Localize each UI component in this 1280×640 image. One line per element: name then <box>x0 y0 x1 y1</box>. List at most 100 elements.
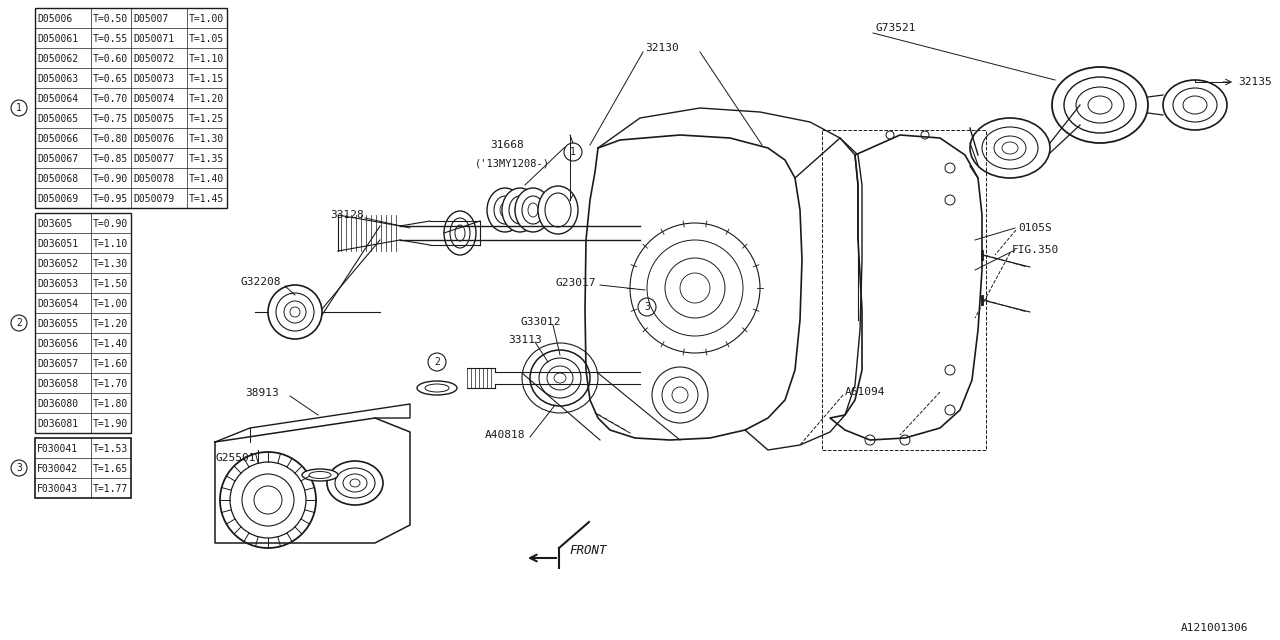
Ellipse shape <box>494 196 516 224</box>
Text: G33012: G33012 <box>520 317 561 327</box>
Text: D036057: D036057 <box>37 359 78 369</box>
Text: F030042: F030042 <box>37 464 78 474</box>
Ellipse shape <box>982 127 1038 169</box>
Text: T=1.10: T=1.10 <box>189 54 224 64</box>
Text: T=1.45: T=1.45 <box>189 194 224 204</box>
Circle shape <box>652 367 708 423</box>
Circle shape <box>268 285 323 339</box>
Text: T=1.35: T=1.35 <box>189 154 224 164</box>
Text: D050065: D050065 <box>37 114 78 124</box>
Text: T=1.25: T=1.25 <box>189 114 224 124</box>
Text: D050067: D050067 <box>37 154 78 164</box>
Text: T=0.50: T=0.50 <box>93 14 128 24</box>
Text: T=1.40: T=1.40 <box>93 339 128 349</box>
Text: T=0.80: T=0.80 <box>93 134 128 144</box>
Text: T=1.53: T=1.53 <box>93 444 128 454</box>
Text: D036080: D036080 <box>37 399 78 409</box>
Text: D050078: D050078 <box>133 174 174 184</box>
Text: D050075: D050075 <box>133 114 174 124</box>
Circle shape <box>284 301 306 323</box>
Bar <box>35 438 131 498</box>
Ellipse shape <box>538 186 579 234</box>
Text: D05006: D05006 <box>37 14 72 24</box>
Text: T=0.90: T=0.90 <box>93 219 128 229</box>
Text: G32208: G32208 <box>241 277 280 287</box>
Text: 32130: 32130 <box>645 43 678 53</box>
Text: T=1.60: T=1.60 <box>93 359 128 369</box>
Text: T=1.50: T=1.50 <box>93 279 128 289</box>
Text: T=0.65: T=0.65 <box>93 74 128 84</box>
Text: T=1.30: T=1.30 <box>93 259 128 269</box>
Ellipse shape <box>486 188 524 232</box>
Ellipse shape <box>530 350 590 406</box>
Ellipse shape <box>417 381 457 395</box>
Text: G23017: G23017 <box>556 278 595 288</box>
Text: D050062: D050062 <box>37 54 78 64</box>
Text: G73521: G73521 <box>876 23 915 33</box>
Ellipse shape <box>970 118 1050 178</box>
Text: T=0.70: T=0.70 <box>93 94 128 104</box>
Ellipse shape <box>515 188 550 232</box>
Text: 3: 3 <box>644 302 650 312</box>
Text: T=1.20: T=1.20 <box>93 319 128 329</box>
Text: T=1.30: T=1.30 <box>189 134 224 144</box>
Text: D050068: D050068 <box>37 174 78 184</box>
Text: D036053: D036053 <box>37 279 78 289</box>
Text: T=1.00: T=1.00 <box>93 299 128 309</box>
Text: T=1.80: T=1.80 <box>93 399 128 409</box>
Text: FRONT: FRONT <box>570 543 607 557</box>
Text: D050061: D050061 <box>37 34 78 44</box>
Text: D050066: D050066 <box>37 134 78 144</box>
Ellipse shape <box>302 469 338 481</box>
Text: T=1.40: T=1.40 <box>189 174 224 184</box>
Ellipse shape <box>1076 87 1124 123</box>
Text: T=1.00: T=1.00 <box>189 14 224 24</box>
Circle shape <box>220 452 316 548</box>
Text: D050077: D050077 <box>133 154 174 164</box>
Text: 2: 2 <box>434 357 440 367</box>
Text: ('13MY1208-): ('13MY1208-) <box>475 158 550 168</box>
Text: T=0.85: T=0.85 <box>93 154 128 164</box>
Text: A121001306: A121001306 <box>1181 623 1249 633</box>
Circle shape <box>242 474 294 526</box>
Text: A61094: A61094 <box>845 387 886 397</box>
Text: T=1.65: T=1.65 <box>93 464 128 474</box>
Text: D050069: D050069 <box>37 194 78 204</box>
Text: D050072: D050072 <box>133 54 174 64</box>
Circle shape <box>276 293 314 331</box>
Ellipse shape <box>539 358 581 398</box>
Text: D03605: D03605 <box>37 219 72 229</box>
Text: D036051: D036051 <box>37 239 78 249</box>
Text: D036058: D036058 <box>37 379 78 389</box>
Text: D050064: D050064 <box>37 94 78 104</box>
Circle shape <box>662 377 698 413</box>
Text: T=1.05: T=1.05 <box>189 34 224 44</box>
Text: F030043: F030043 <box>37 484 78 494</box>
Ellipse shape <box>509 196 531 224</box>
Text: T=1.77: T=1.77 <box>93 484 128 494</box>
Circle shape <box>253 486 282 514</box>
Ellipse shape <box>326 461 383 505</box>
Text: 1: 1 <box>17 103 22 113</box>
Text: T=0.95: T=0.95 <box>93 194 128 204</box>
Text: 38913: 38913 <box>244 388 279 398</box>
Ellipse shape <box>343 474 367 492</box>
Text: D036081: D036081 <box>37 419 78 429</box>
Text: D050071: D050071 <box>133 34 174 44</box>
Text: D05007: D05007 <box>133 14 168 24</box>
Text: G25501: G25501 <box>215 453 256 463</box>
Text: D050079: D050079 <box>133 194 174 204</box>
Text: D036054: D036054 <box>37 299 78 309</box>
Text: T=0.55: T=0.55 <box>93 34 128 44</box>
Ellipse shape <box>1172 88 1217 122</box>
Circle shape <box>666 258 724 318</box>
Text: 32135: 32135 <box>1238 77 1272 87</box>
Text: T=1.15: T=1.15 <box>189 74 224 84</box>
Text: T=1.20: T=1.20 <box>189 94 224 104</box>
Ellipse shape <box>1052 67 1148 143</box>
Text: 3: 3 <box>17 463 22 473</box>
Text: 2: 2 <box>17 318 22 328</box>
Text: 0105S: 0105S <box>1018 223 1052 233</box>
Ellipse shape <box>335 468 375 498</box>
Text: D050073: D050073 <box>133 74 174 84</box>
